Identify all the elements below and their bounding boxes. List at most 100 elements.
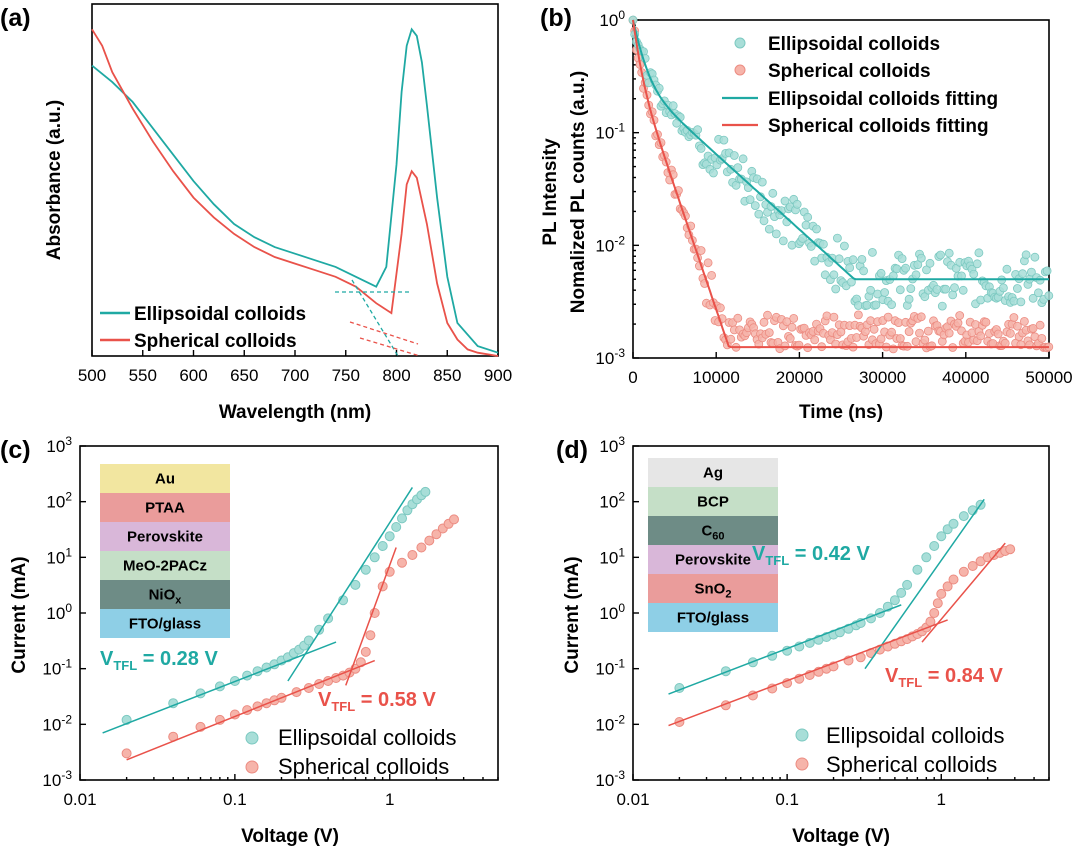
- fit-line: [345, 547, 397, 686]
- point-ellipsoidal: [420, 486, 431, 497]
- layer-label: Perovskite: [675, 552, 751, 569]
- point-spherical: [1006, 328, 1015, 338]
- y-tick-label: 100: [46, 601, 72, 623]
- fit-line: [668, 619, 948, 727]
- fit-line: [668, 604, 902, 695]
- layer-label: Perovskite: [127, 529, 203, 546]
- point-spherical: [360, 646, 371, 657]
- point-ellipsoidal: [840, 241, 849, 251]
- layer-label: MeO-2PACz: [123, 558, 207, 575]
- y-tick-label: 100: [599, 8, 625, 30]
- legend-label-spherical: Spherical colloids: [134, 331, 297, 352]
- panel-b-x-label: Time (ns): [799, 402, 883, 423]
- point-ellipsoidal: [668, 101, 678, 111]
- point-ellipsoidal: [829, 270, 839, 280]
- panel-a-tangent-lines: [335, 279, 421, 357]
- y-tick-label: 10-1: [595, 121, 625, 143]
- vtfl-annotation-ellipsoidal: VTFL = 0.28 V: [100, 648, 218, 673]
- panel-a-lines: [91, 27, 499, 357]
- panel-d-label: (d): [556, 436, 588, 464]
- panel-a-label: (a): [0, 4, 31, 32]
- point-ellipsoidal: [369, 552, 380, 563]
- point-ellipsoidal: [969, 269, 979, 279]
- point-spherical: [1009, 313, 1019, 322]
- panel-d-y-ticks: 10-3 10-2 10-1 100 101 102 103: [595, 434, 639, 790]
- point-ellipsoidal: [768, 188, 778, 198]
- point-spherical: [1035, 320, 1045, 330]
- layer-label: SnO2: [695, 581, 732, 601]
- point-ellipsoidal: [901, 263, 910, 273]
- legend-marker-ellipsoidal: [734, 37, 746, 49]
- fit-line: [921, 542, 1006, 643]
- y-tick-label: 10-3: [595, 768, 625, 790]
- y-tick-label: 10-1: [42, 657, 72, 679]
- point-spherical: [789, 313, 799, 323]
- y-tick-label: 103: [46, 434, 72, 456]
- point-ellipsoidal: [314, 624, 325, 635]
- point-spherical: [942, 581, 953, 592]
- point-ellipsoidal: [812, 224, 821, 234]
- x-tick-label: 800: [382, 366, 410, 385]
- point-ellipsoidal: [377, 541, 388, 551]
- point-ellipsoidal: [1034, 288, 1043, 298]
- legend-marker-ellipsoidal: [795, 728, 809, 742]
- y-tick-label: 100: [599, 601, 625, 623]
- point-spherical: [733, 313, 743, 323]
- point-ellipsoidal: [848, 255, 858, 265]
- fit-line: [102, 641, 337, 734]
- layer-5: [100, 609, 230, 638]
- point-ellipsoidal: [350, 579, 361, 590]
- point-ellipsoidal: [754, 209, 764, 219]
- x-tick-label: 0.1: [223, 790, 247, 809]
- point-ellipsoidal: [798, 233, 807, 243]
- point-ellipsoidal: [750, 201, 760, 211]
- point-ellipsoidal: [792, 199, 802, 209]
- point-ellipsoidal: [896, 587, 907, 598]
- point-ellipsoidal: [868, 247, 877, 257]
- point-ellipsoidal: [397, 513, 407, 524]
- point-spherical: [927, 341, 937, 351]
- panel-d-legend: Ellipsoidal colloids Spherical colloids: [795, 723, 1005, 777]
- point-ellipsoidal: [738, 154, 748, 164]
- layer-0: [648, 458, 778, 487]
- point-spherical: [1013, 321, 1022, 331]
- point-spherical: [923, 326, 933, 336]
- panel-d-x-ticks: 0.01 0.1 1: [616, 774, 1050, 809]
- point-ellipsoidal: [887, 300, 896, 310]
- fit-line: [287, 487, 414, 682]
- point-ellipsoidal: [1013, 284, 1022, 293]
- y-tick-label: 10-1: [595, 657, 625, 679]
- y-tick-label: 10-2: [42, 712, 72, 734]
- point-ellipsoidal: [921, 552, 932, 563]
- x-tick-label: 600: [179, 366, 207, 385]
- layer-2: [100, 522, 230, 551]
- point-spherical: [915, 328, 924, 338]
- point-spherical: [887, 327, 896, 337]
- vtfl-annotation-spherical: VTFL = 0.84 V: [885, 665, 1003, 690]
- x-tick-label: 650: [230, 366, 258, 385]
- point-ellipsoidal: [889, 595, 900, 606]
- point-ellipsoidal: [780, 196, 790, 206]
- series-line-spherical: [91, 28, 499, 357]
- point-ellipsoidal: [974, 248, 984, 258]
- legend-marker-spherical: [734, 64, 746, 76]
- layer-4: [648, 574, 778, 603]
- point-spherical: [981, 317, 991, 327]
- panel-c-x-label: Voltage (V): [241, 826, 339, 847]
- fit-line-ellipsoidal: [632, 19, 1049, 281]
- tangent-teal-1: [351, 279, 399, 357]
- layer-3: [648, 545, 778, 574]
- panel-c-x-ticks: 0.01 0.1 1: [63, 774, 499, 809]
- legend-label-ellipsoidal: Ellipsoidal colloids: [826, 723, 1005, 748]
- point-ellipsoidal: [1016, 297, 1026, 307]
- fit-line-spherical: [632, 19, 1049, 349]
- point-spherical: [932, 598, 943, 609]
- point-ellipsoidal: [803, 212, 813, 222]
- point-spherical: [920, 335, 930, 345]
- point-ellipsoidal: [834, 254, 844, 264]
- point-ellipsoidal: [871, 300, 881, 310]
- panel-c-device-stack: Au PTAA Perovskite MeO-2PACz NiOx FTO/glass: [100, 464, 230, 638]
- point-ellipsoidal: [1018, 269, 1027, 279]
- x-tick-label: 40000: [942, 368, 989, 387]
- y-tick-label: 10-3: [42, 768, 72, 790]
